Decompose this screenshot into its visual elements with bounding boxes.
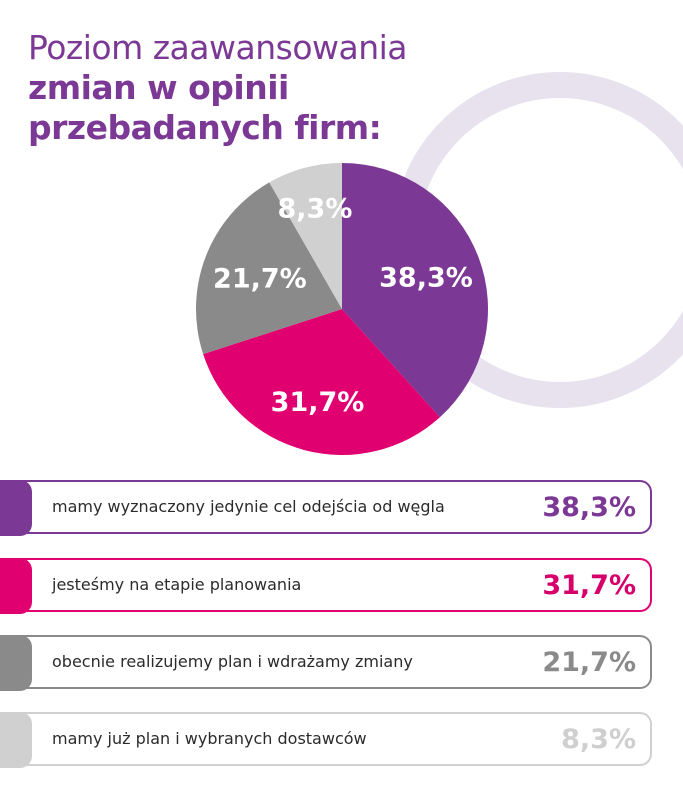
legend-color-tab (0, 635, 32, 691)
legend-color-tab (0, 480, 32, 536)
slice-planning-label: 31,7% (271, 387, 365, 418)
legend-row: jesteśmy na etapie planowania 31,7% (0, 558, 652, 614)
title-line-2: zmian w opinii (28, 68, 289, 107)
title-line-3: przebadanych firm: (28, 108, 382, 147)
slice-goal-only (342, 163, 489, 418)
title-line-1: Poziom zaawansowania (28, 28, 408, 67)
slice-implementing (196, 182, 342, 355)
slice-plan-suppliers-label: 8,3% (277, 194, 352, 225)
legend-label: obecnie realizujemy plan i wdrażamy zmia… (52, 652, 413, 671)
legend-row: mamy wyznaczony jedynie cel odejścia od … (0, 480, 652, 536)
legend-color-tab (0, 712, 32, 768)
legend-value: 8,3% (561, 724, 636, 755)
legend-label: mamy wyznaczony jedynie cel odejścia od … (52, 497, 445, 516)
legend-label: jesteśmy na etapie planowania (52, 575, 302, 594)
legend-label: mamy już plan i wybranych dostawców (52, 729, 367, 748)
slice-goal-only-label: 38,3% (379, 263, 473, 294)
legend-color-tab (0, 558, 32, 614)
pie-chart: 38,3% 31,7% 21,7% 8,3% (196, 163, 489, 455)
legend-row: obecnie realizujemy plan i wdrażamy zmia… (0, 635, 652, 691)
legend-row: mamy już plan i wybranych dostawców 8,3% (0, 712, 652, 768)
slice-plan-suppliers (269, 163, 342, 309)
legend-value: 21,7% (542, 647, 636, 678)
slice-implementing-label: 21,7% (213, 263, 307, 294)
chart-title: Poziom zaawansowania zmian w opinii prze… (28, 28, 498, 148)
slice-planning (203, 309, 440, 455)
legend-value: 38,3% (542, 492, 636, 523)
legend-value: 31,7% (542, 570, 636, 601)
